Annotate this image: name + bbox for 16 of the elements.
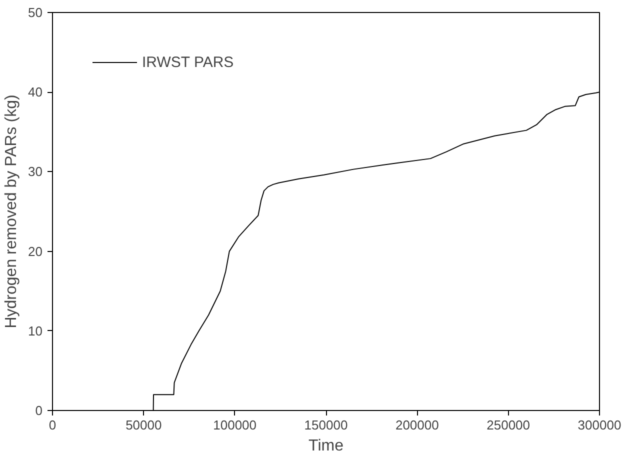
x-tick-label: 300000: [578, 418, 622, 432]
y-tick-label: 50: [28, 5, 43, 20]
x-tick-label: 100000: [213, 418, 257, 432]
legend-label: IRWST PARS: [142, 54, 234, 70]
x-axis-title: Time: [308, 438, 344, 454]
y-tick-label: 20: [28, 244, 43, 259]
x-tick-label: 0: [48, 418, 56, 432]
x-tick-label: 150000: [304, 418, 348, 432]
y-tick-label: 0: [35, 403, 43, 418]
y-tick-label: 30: [28, 164, 43, 180]
x-tick-label: 50000: [126, 418, 162, 432]
x-tick-label: 200000: [395, 418, 439, 432]
y-axis-title: Hydrogen removed by PARs (kg): [3, 94, 20, 328]
y-tick-label: 10: [28, 323, 43, 338]
y-tick-label: 40: [28, 84, 43, 100]
x-tick-label: 250000: [486, 418, 530, 432]
